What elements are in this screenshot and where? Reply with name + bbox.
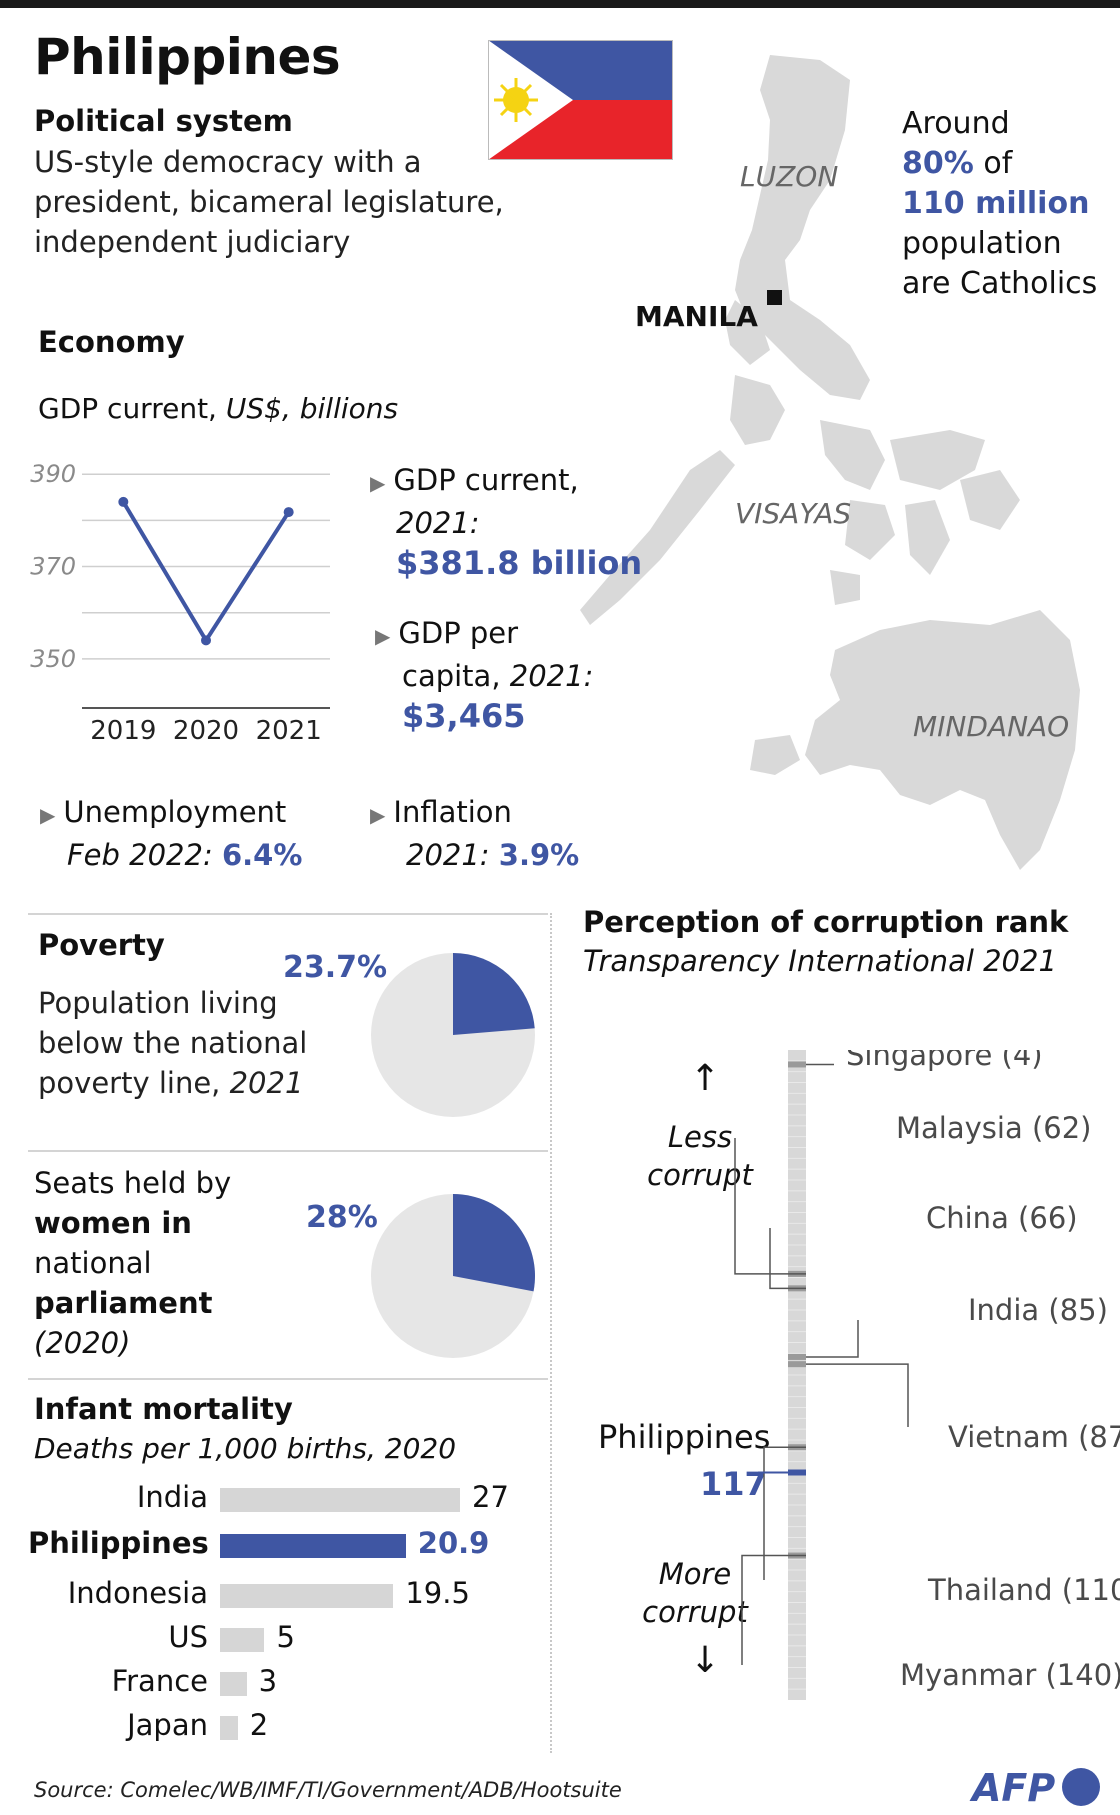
- bar-label: Indonesia: [67, 1576, 208, 1610]
- poverty-pie-chart: [371, 953, 535, 1117]
- poverty-description: Population living below the national pov…: [38, 986, 308, 1100]
- leader-line: [763, 1446, 806, 1580]
- gdp-chart-title: GDP current, US$, billions: [38, 392, 399, 425]
- leader-line: [806, 1363, 909, 1427]
- rank-marker: [788, 1361, 806, 1368]
- afp-logo: AFP: [972, 1766, 1056, 1810]
- x-tick-label: 2020: [173, 716, 239, 745]
- poverty-pie-slice: [453, 953, 535, 1035]
- economy-heading: Economy: [38, 325, 185, 359]
- bar: [220, 1672, 247, 1696]
- bar: [220, 1488, 460, 1512]
- political-heading: Political system: [34, 104, 293, 138]
- bar-value: 3: [258, 1664, 278, 1698]
- catholics-stat: Around 80% of 110 million population are…: [902, 106, 1098, 301]
- y-tick-label: 350: [30, 645, 76, 673]
- bar: [220, 1716, 238, 1740]
- philippines-rank-marker: [788, 1469, 806, 1476]
- mortality-subtitle: Deaths per 1,000 births, 2020: [34, 1432, 457, 1465]
- top-rule: [0, 0, 1120, 8]
- bar-label: Japan: [127, 1708, 208, 1742]
- up-arrow-icon: ↑: [690, 1058, 721, 1099]
- country-rank-label: China (66): [926, 1201, 1078, 1235]
- poverty-value: 23.7%: [283, 950, 388, 985]
- leader-line: [806, 1320, 859, 1358]
- inflation-stat: ▶ Inflation 2021: 3.9%: [370, 795, 580, 872]
- corruption-rank-scale: Singapore (4) Malaysia (62) China (66) Indi…: [734, 1050, 1120, 1700]
- bar-value: 5: [276, 1620, 295, 1654]
- page-title: Philippines: [34, 28, 341, 86]
- divider: [28, 913, 548, 915]
- mortality-bar-chart: India 27 Philippines 20.9 Indonesia 19.5 US 5 Fr…: [28, 1480, 548, 1780]
- down-arrow-icon: ↓: [690, 1640, 721, 1681]
- visayas-label: VISAYAS: [735, 497, 852, 530]
- gdp-point: [118, 496, 129, 507]
- more-corrupt-label: More corrupt: [642, 1557, 748, 1629]
- x-tick-label: 2021: [256, 716, 322, 745]
- women-pie-slice: [453, 1194, 535, 1292]
- bar-value: 27: [472, 1480, 509, 1514]
- bar-label: Philippines: [28, 1526, 209, 1560]
- country-rank-label: Singapore (4): [846, 1050, 1043, 1072]
- gdp-per-capita-stat: ▶ GDP per capita, 2021: $3,465: [375, 616, 594, 735]
- corruption-subtitle: Transparency International 2021: [583, 944, 1057, 978]
- country-rank-label: Vietnam (87): [948, 1420, 1120, 1454]
- bar: [220, 1534, 406, 1558]
- philippines-rank-value: 117: [700, 1465, 767, 1503]
- gdp-line-chart: 390 370 350 2019 2020 2021: [30, 460, 330, 745]
- bar: [220, 1628, 265, 1652]
- luzon-label: LUZON: [740, 160, 839, 193]
- women-parliament-description: Seats held by women in national parliame…: [34, 1166, 232, 1360]
- women-parliament-value: 28%: [306, 1200, 378, 1235]
- divider: [550, 913, 552, 1753]
- rank-marker: [788, 1353, 806, 1360]
- women-parliament-pie-chart: [371, 1194, 535, 1358]
- poverty-heading: Poverty: [38, 928, 165, 962]
- country-rank-label: India (85): [968, 1293, 1108, 1327]
- leader-line: [741, 1554, 806, 1665]
- y-tick-label: 390: [30, 460, 76, 488]
- mindanao-label: MINDANAO: [913, 710, 1070, 743]
- bar-label: US: [168, 1620, 208, 1654]
- bar: [220, 1584, 394, 1608]
- divider: [28, 1150, 548, 1152]
- x-tick-label: 2019: [90, 716, 156, 745]
- bar-label: France: [111, 1664, 208, 1698]
- mortality-heading: Infant mortality: [34, 1392, 293, 1426]
- manila-label: MANILA: [635, 300, 758, 333]
- y-tick-label: 370: [30, 553, 76, 581]
- gdp-point: [201, 635, 211, 646]
- philippines-flag: [488, 40, 673, 160]
- gdp-current-stat: ▶ GDP current, 2021: $381.8 billion: [370, 463, 643, 582]
- country-rank-label: Myanmar (140): [900, 1658, 1120, 1692]
- bar-value: 19.5: [405, 1576, 470, 1610]
- rank-marker: [788, 1061, 806, 1068]
- leader-line: [769, 1228, 806, 1290]
- afp-logo-dot: [1062, 1768, 1100, 1806]
- bar-value: 2: [249, 1708, 269, 1742]
- source-note: Source: Comelec/WB/IMF/TI/Government/ADB…: [34, 1778, 622, 1802]
- bar-value: 20.9: [417, 1526, 490, 1560]
- country-rank-label: Malaysia (62): [896, 1111, 1091, 1145]
- political-description: US-style democracy with a president, bic…: [34, 145, 504, 259]
- gdp-series-line: [121, 500, 291, 645]
- divider: [28, 1378, 548, 1380]
- gdp-point: [283, 507, 294, 518]
- country-rank-label: Thailand (110): [927, 1573, 1120, 1607]
- bar-label: India: [136, 1480, 208, 1514]
- unemployment-stat: ▶ Unemployment Feb 2022: 6.4%: [40, 795, 303, 872]
- philippines-rank-label: Philippines: [598, 1418, 771, 1456]
- leader-line: [734, 1138, 806, 1275]
- corruption-heading: Perception of corruption rank: [583, 905, 1069, 939]
